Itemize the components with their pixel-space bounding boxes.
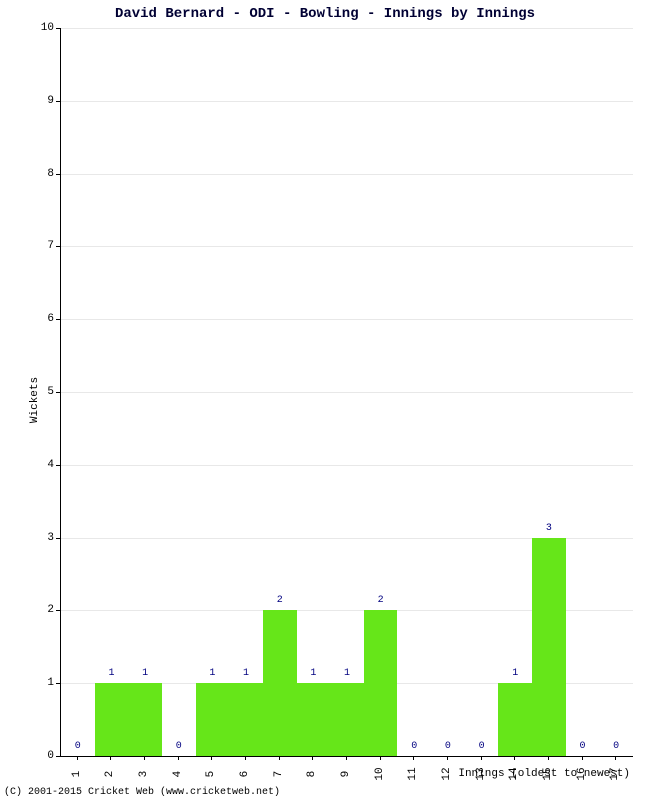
ytick-mark: [56, 683, 60, 684]
bar-value-label: 1: [337, 668, 357, 679]
bar-value-label: 0: [606, 741, 626, 752]
bar-value-label: 0: [472, 741, 492, 752]
xtick-mark: [144, 756, 145, 760]
ytick-label: 0: [34, 750, 54, 762]
ytick-mark: [56, 28, 60, 29]
xtick-label: 3: [138, 764, 150, 784]
bar-value-label: 0: [169, 741, 189, 752]
xtick-mark: [615, 756, 616, 760]
xtick-mark: [582, 756, 583, 760]
xtick-mark: [312, 756, 313, 760]
xtick-mark: [211, 756, 212, 760]
ytick-label: 10: [34, 22, 54, 34]
xtick-mark: [481, 756, 482, 760]
ytick-label: 6: [34, 313, 54, 325]
xtick-label: 15: [542, 764, 554, 784]
ytick-label: 9: [34, 95, 54, 107]
ytick-label: 3: [34, 532, 54, 544]
bar: [128, 683, 162, 756]
xtick-label: 8: [306, 764, 318, 784]
bar-value-label: 0: [438, 741, 458, 752]
bar-value-label: 2: [371, 595, 391, 606]
xtick-label: 11: [407, 764, 419, 784]
xtick-mark: [447, 756, 448, 760]
bar: [498, 683, 532, 756]
xtick-label: 1: [71, 764, 83, 784]
bar-value-label: 1: [303, 668, 323, 679]
bar: [196, 683, 230, 756]
bar-value-label: 1: [202, 668, 222, 679]
ytick-mark: [56, 174, 60, 175]
ytick-label: 7: [34, 240, 54, 252]
bar-value-label: 0: [404, 741, 424, 752]
bar-value-label: 1: [505, 668, 525, 679]
gridline: [61, 174, 633, 175]
xtick-label: 2: [104, 764, 116, 784]
bar: [297, 683, 331, 756]
ytick-mark: [56, 101, 60, 102]
xtick-label: 5: [205, 764, 217, 784]
ytick-label: 4: [34, 459, 54, 471]
gridline: [61, 28, 633, 29]
bar: [330, 683, 364, 756]
ytick-label: 2: [34, 604, 54, 616]
copyright-text: (C) 2001-2015 Cricket Web (www.cricketwe…: [4, 787, 280, 798]
gridline: [61, 465, 633, 466]
ytick-mark: [56, 465, 60, 466]
gridline: [61, 246, 633, 247]
xtick-label: 10: [374, 764, 386, 784]
xtick-mark: [514, 756, 515, 760]
xtick-label: 17: [609, 764, 621, 784]
bar-value-label: 1: [101, 668, 121, 679]
xtick-mark: [413, 756, 414, 760]
bar-value-label: 0: [68, 741, 88, 752]
bar-value-label: 0: [573, 741, 593, 752]
xtick-mark: [279, 756, 280, 760]
gridline: [61, 392, 633, 393]
xtick-label: 4: [172, 764, 184, 784]
plot-area: 0 1 1 0 1 1 2 1 1 2 0 0 0 1 3 0 0: [60, 28, 633, 757]
xtick-mark: [245, 756, 246, 760]
bar-value-label: 1: [135, 668, 155, 679]
xtick-mark: [178, 756, 179, 760]
xtick-mark: [110, 756, 111, 760]
chart-title: David Bernard - ODI - Bowling - Innings …: [0, 6, 650, 22]
xtick-label: 16: [576, 764, 588, 784]
bar: [364, 610, 398, 756]
ytick-mark: [56, 756, 60, 757]
xtick-label: 14: [508, 764, 520, 784]
xtick-mark: [77, 756, 78, 760]
gridline: [61, 101, 633, 102]
ytick-mark: [56, 392, 60, 393]
ytick-mark: [56, 538, 60, 539]
xtick-label: 13: [475, 764, 487, 784]
bar-value-label: 2: [270, 595, 290, 606]
y-axis-label: Wickets: [29, 377, 41, 423]
bar: [532, 538, 566, 756]
xtick-label: 12: [441, 764, 453, 784]
bar: [229, 683, 263, 756]
bar: [95, 683, 129, 756]
xtick-label: 7: [273, 764, 285, 784]
ytick-label: 1: [34, 677, 54, 689]
xtick-mark: [346, 756, 347, 760]
xtick-mark: [380, 756, 381, 760]
ytick-label: 5: [34, 386, 54, 398]
bar-value-label: 3: [539, 523, 559, 534]
ytick-mark: [56, 319, 60, 320]
xtick-mark: [548, 756, 549, 760]
bar: [263, 610, 297, 756]
ytick-label: 8: [34, 168, 54, 180]
xtick-label: 6: [239, 764, 251, 784]
xtick-label: 9: [340, 764, 352, 784]
ytick-mark: [56, 246, 60, 247]
gridline: [61, 319, 633, 320]
bar-value-label: 1: [236, 668, 256, 679]
ytick-mark: [56, 610, 60, 611]
